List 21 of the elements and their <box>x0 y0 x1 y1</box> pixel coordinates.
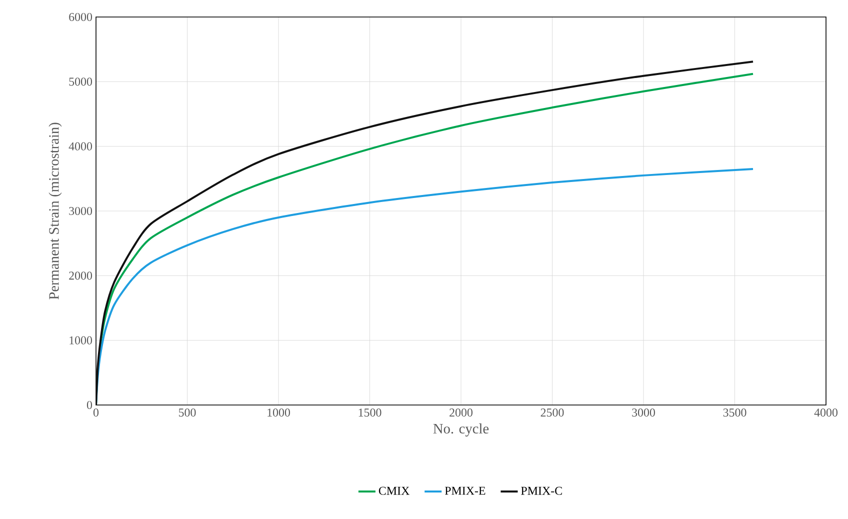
x-tick-label: 3000 <box>632 408 655 417</box>
legend-label: PMIX-E <box>444 486 486 495</box>
x-axis-title: No. cycle <box>433 423 489 436</box>
x-tick-label: 2500 <box>540 408 564 417</box>
y-tick-label: 5000 <box>69 78 92 86</box>
x-tick-label: 0 <box>93 408 99 417</box>
y-tick-label: 3000 <box>69 206 92 216</box>
y-tick-label: 2000 <box>69 272 92 280</box>
legend-label: CMIX <box>378 486 410 495</box>
x-tick-label: 500 <box>178 408 196 417</box>
y-tick-label: 4000 <box>68 142 92 150</box>
x-tick-label: 4000 <box>814 408 838 417</box>
y-tick-label: 6000 <box>69 12 92 22</box>
x-tick-label: 1500 <box>358 408 382 417</box>
y-axis-title: Permanent Strain (microstrain) <box>48 122 62 300</box>
x-tick-label: 3500 <box>723 408 746 417</box>
y-tick-label: 0 <box>86 400 92 410</box>
y-tick-label: 1000 <box>70 336 92 344</box>
x-tick-label: 2000 <box>450 408 472 417</box>
x-tick-label: 1000 <box>268 408 290 417</box>
legend-label: PMIX-C <box>521 486 562 495</box>
